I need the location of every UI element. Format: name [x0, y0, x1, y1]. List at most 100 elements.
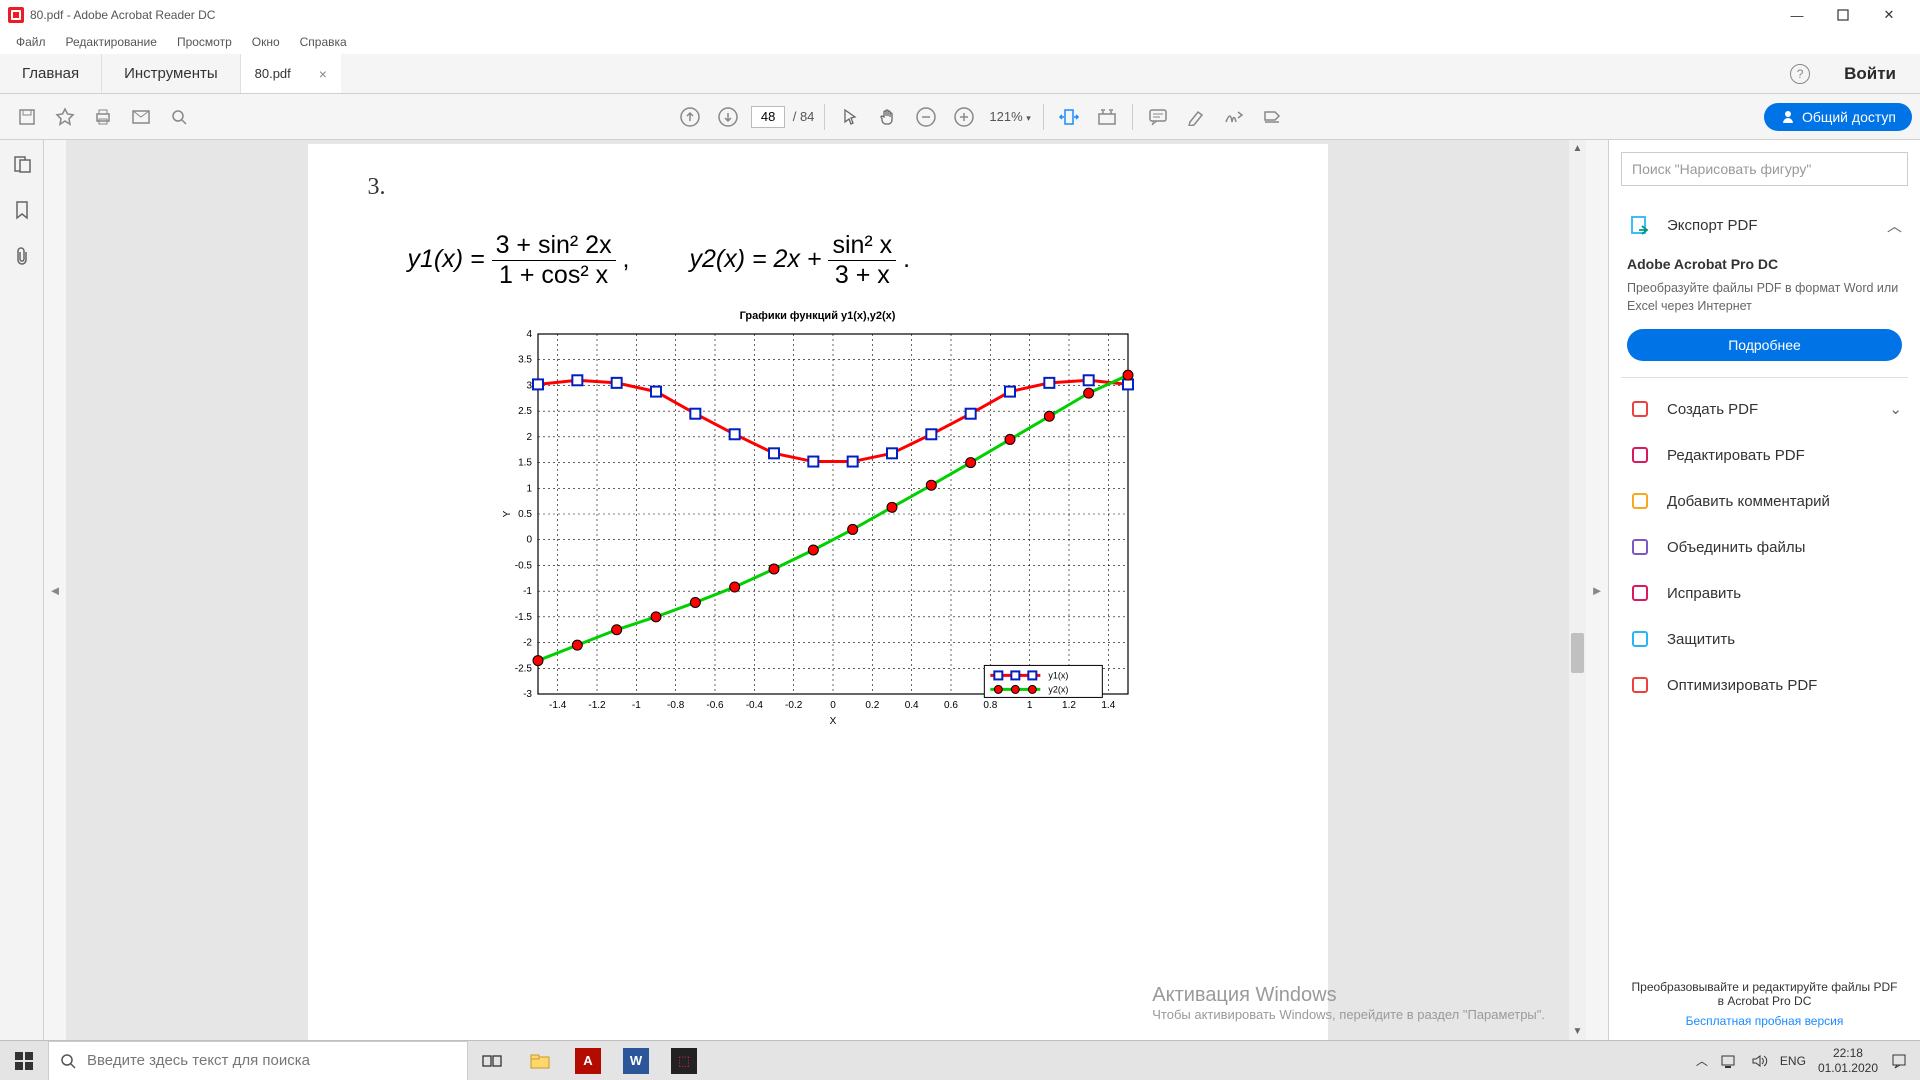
highlight-icon[interactable]: [1177, 98, 1215, 136]
zoom-in-icon[interactable]: [945, 98, 983, 136]
footer-note-1: Преобразовывайте и редактируйте файлы PD…: [1621, 980, 1908, 994]
signin-button[interactable]: Войти: [1820, 54, 1920, 93]
export-more-button[interactable]: Подробнее: [1627, 329, 1902, 361]
select-icon[interactable]: [831, 98, 869, 136]
tray-lang[interactable]: ENG: [1774, 1054, 1812, 1068]
menu-view[interactable]: Просмотр: [167, 33, 242, 51]
adobe-icon: [8, 7, 24, 23]
sign-icon[interactable]: [1215, 98, 1253, 136]
svg-text:-0.5: -0.5: [514, 560, 532, 571]
page-down-icon[interactable]: [709, 98, 747, 136]
zoom-value[interactable]: 121% ▾: [989, 109, 1030, 124]
svg-text:2.5: 2.5: [518, 406, 532, 417]
tool-item-6[interactable]: Оптимизировать PDF: [1621, 662, 1908, 708]
tray-notifications-icon[interactable]: [1884, 1052, 1914, 1070]
svg-text:0: 0: [830, 700, 836, 711]
menu-edit[interactable]: Редактирование: [56, 33, 167, 51]
tab-close-icon[interactable]: ×: [319, 66, 327, 82]
tool-export-pdf[interactable]: Экспорт PDF ︿: [1621, 202, 1908, 248]
toolbar: / 84 121% ▾ Общий доступ: [0, 94, 1920, 140]
svg-text:0.8: 0.8: [983, 700, 997, 711]
tray-volume-icon[interactable]: [1744, 1053, 1774, 1069]
taskbar-search[interactable]: Введите здесь текст для поиска: [48, 1041, 468, 1080]
svg-text:-1: -1: [523, 586, 532, 597]
svg-text:-1.4: -1.4: [549, 700, 567, 711]
tool-item-3[interactable]: Объединить файлы: [1621, 524, 1908, 570]
task-view-icon[interactable]: [468, 1041, 516, 1080]
fit-width-icon[interactable]: [1050, 98, 1088, 136]
save-icon[interactable]: [8, 98, 46, 136]
word-taskbar-icon[interactable]: W: [612, 1041, 660, 1080]
export-icon: [1627, 214, 1653, 236]
bookmark-icon[interactable]: [8, 196, 36, 224]
minimize-button[interactable]: —: [1774, 0, 1820, 30]
tool-item-4[interactable]: Исправить: [1621, 570, 1908, 616]
menu-help[interactable]: Справка: [290, 33, 357, 51]
svg-text:0.6: 0.6: [944, 700, 958, 711]
svg-text:1: 1: [1026, 700, 1032, 711]
star-icon[interactable]: [46, 98, 84, 136]
maximize-button[interactable]: [1820, 0, 1866, 30]
mail-icon[interactable]: [122, 98, 160, 136]
tab-tools[interactable]: Инструменты: [102, 54, 241, 93]
tool-icon: [1627, 582, 1653, 604]
page-up-icon[interactable]: [671, 98, 709, 136]
right-panel: Поиск "Нарисовать фигуру" Экспорт PDF ︿ …: [1608, 140, 1920, 1040]
svg-text:-1.2: -1.2: [588, 700, 606, 711]
svg-text:3.5: 3.5: [518, 355, 532, 366]
hand-icon[interactable]: [869, 98, 907, 136]
app-taskbar-icon[interactable]: ⬚: [660, 1041, 708, 1080]
svg-text:1.2: 1.2: [1062, 700, 1076, 711]
svg-text:0.5: 0.5: [518, 509, 532, 520]
tools-search[interactable]: Поиск "Нарисовать фигуру": [1621, 152, 1908, 186]
help-button[interactable]: ?: [1780, 54, 1820, 93]
tray-chevron-icon[interactable]: ︿: [1690, 1052, 1714, 1069]
thumbnails-icon[interactable]: [8, 150, 36, 178]
print-icon[interactable]: [84, 98, 122, 136]
tool-icon: [1627, 490, 1653, 512]
tab-home[interactable]: Главная: [0, 54, 102, 93]
svg-text:0.4: 0.4: [904, 700, 918, 711]
next-page-edge[interactable]: ►: [1586, 140, 1608, 1040]
tray-clock[interactable]: 22:18 01.01.2020: [1812, 1046, 1884, 1075]
menu-file[interactable]: Файл: [6, 33, 56, 51]
explorer-icon[interactable]: [516, 1041, 564, 1080]
svg-text:Y: Y: [502, 510, 513, 517]
menubar: Файл Редактирование Просмотр Окно Справк…: [0, 30, 1920, 54]
svg-text:1.4: 1.4: [1101, 700, 1115, 711]
svg-text:-1: -1: [631, 700, 640, 711]
menu-window[interactable]: Окно: [242, 33, 290, 51]
stamp-icon[interactable]: [1253, 98, 1291, 136]
start-button[interactable]: [0, 1041, 48, 1080]
share-button[interactable]: Общий доступ: [1764, 103, 1912, 131]
search-icon[interactable]: [160, 98, 198, 136]
svg-text:-3: -3: [523, 689, 532, 700]
svg-text:-0.8: -0.8: [667, 700, 685, 711]
svg-text:0: 0: [526, 535, 532, 546]
tool-item-5[interactable]: Защитить: [1621, 616, 1908, 662]
document-area: 3. y1(x) = 3 + sin² 2x1 + cos² x , y2(x)…: [66, 140, 1569, 1040]
prev-page-edge[interactable]: ◄: [44, 140, 66, 1040]
tool-item-1[interactable]: Редактировать PDF: [1621, 432, 1908, 478]
tool-item-0[interactable]: Создать PDF⌄: [1621, 386, 1908, 432]
tool-item-2[interactable]: Добавить комментарий: [1621, 478, 1908, 524]
trial-link[interactable]: Бесплатная пробная версия: [1621, 1014, 1908, 1028]
tray-network-icon[interactable]: [1714, 1053, 1744, 1069]
svg-text:-2.5: -2.5: [514, 663, 532, 674]
zoom-out-icon[interactable]: [907, 98, 945, 136]
comment-icon[interactable]: [1139, 98, 1177, 136]
fit-page-icon[interactable]: [1088, 98, 1126, 136]
tab-document[interactable]: 80.pdf ×: [241, 54, 341, 93]
svg-text:1: 1: [526, 483, 532, 494]
page-current-input[interactable]: [751, 106, 785, 128]
acrobat-taskbar-icon[interactable]: A: [564, 1041, 612, 1080]
left-rail: [0, 140, 44, 1040]
svg-text:4: 4: [526, 329, 532, 340]
tool-icon: [1627, 444, 1653, 466]
equation: y1(x) = 3 + sin² 2x1 + cos² x , y2(x) = …: [408, 231, 1278, 290]
footer-note-2: в Acrobat Pro DC: [1621, 994, 1908, 1008]
svg-text:y1(x): y1(x): [1048, 670, 1068, 680]
attachment-icon[interactable]: [8, 242, 36, 270]
vertical-scrollbar[interactable]: ▲ ▼: [1569, 140, 1586, 1040]
close-button[interactable]: ✕: [1866, 0, 1912, 30]
